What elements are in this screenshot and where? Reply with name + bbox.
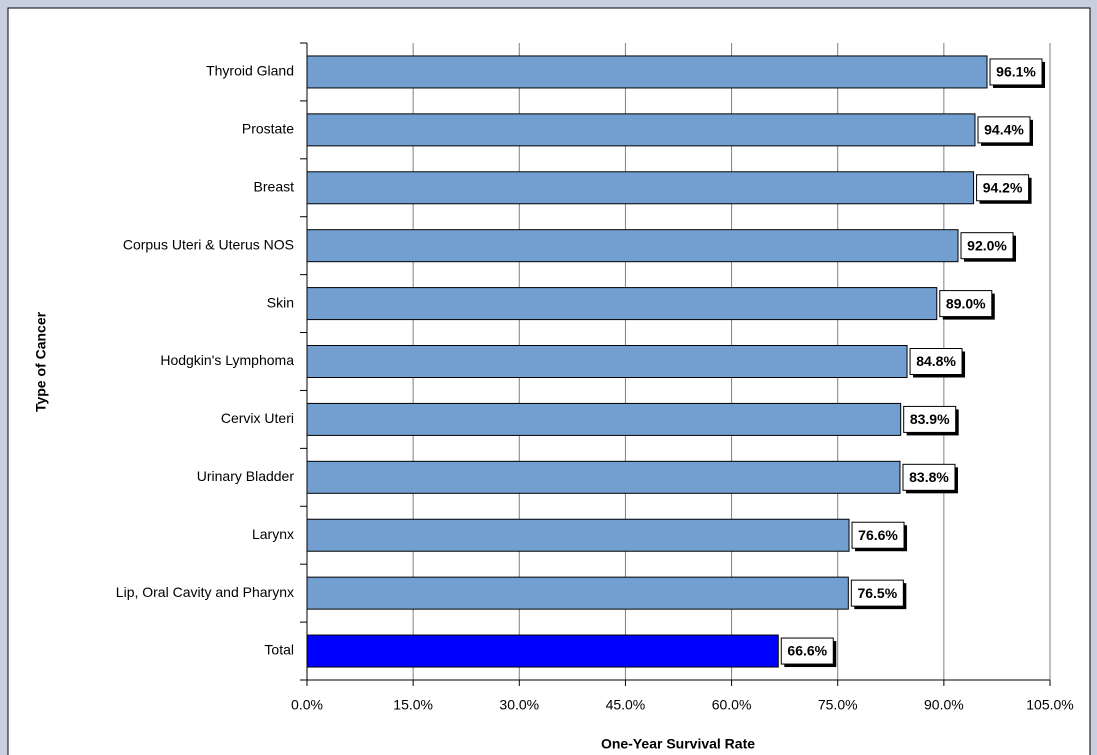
bar (306, 518, 850, 552)
bar (306, 402, 902, 436)
y-tick-label: Prostate (242, 121, 294, 137)
data-label: 84.8% (916, 353, 956, 369)
data-label: 89.0% (946, 295, 986, 311)
bar (306, 55, 988, 89)
y-tick-label: Lip, Oral Cavity and Pharynx (116, 584, 294, 600)
bar (306, 113, 976, 147)
data-label: 83.9% (910, 411, 950, 427)
bar (306, 460, 901, 494)
bar (306, 345, 908, 378)
x-tick-label: 105.0% (1026, 697, 1073, 713)
y-tick-label: Corpus Uteri & Uterus NOS (123, 236, 294, 252)
x-tick-label: 15.0% (393, 697, 433, 713)
data-label-box (909, 348, 963, 375)
x-tick-label: 30.0% (499, 697, 539, 713)
data-label-box (851, 521, 905, 549)
x-tick-label: 90.0% (924, 697, 964, 713)
data-label: 92.0% (967, 237, 1007, 253)
data-label: 76.6% (858, 527, 898, 543)
data-label-box (976, 174, 1030, 202)
y-axis-label: Type of Cancer (33, 311, 49, 412)
bar (306, 171, 975, 205)
data-label-box (939, 290, 993, 318)
y-tick-label: Skin (267, 294, 294, 310)
x-axis-label: One-Year Survival Rate (601, 736, 755, 752)
data-label-box (989, 58, 1043, 86)
bar (306, 634, 779, 668)
y-tick-label: Larynx (252, 526, 294, 542)
y-tick-label: Total (264, 642, 294, 658)
bar (306, 229, 959, 263)
data-label: 94.2% (983, 179, 1023, 195)
bar (306, 576, 849, 610)
data-label-box (977, 116, 1031, 144)
bar (306, 287, 938, 321)
x-tick-label: 0.0% (291, 697, 323, 713)
y-tick-label: Thyroid Gland (206, 63, 294, 79)
data-label: 66.6% (787, 643, 827, 659)
x-tick-label: 75.0% (818, 697, 858, 713)
data-label: 83.8% (909, 469, 949, 485)
data-label-box (780, 637, 834, 665)
y-tick-label: Hodgkin's Lymphoma (160, 352, 294, 368)
data-label: 96.1% (996, 64, 1036, 80)
data-label-box (902, 463, 956, 491)
data-label-box (903, 405, 957, 433)
y-tick-label: Urinary Bladder (197, 468, 295, 484)
data-label: 76.5% (857, 585, 897, 601)
y-tick-label: Cervix Uteri (221, 410, 294, 426)
x-tick-label: 60.0% (712, 697, 752, 713)
data-label-box (850, 579, 904, 607)
data-label-box (960, 232, 1014, 260)
data-label: 94.4% (984, 122, 1024, 138)
y-tick-label: Breast (254, 178, 295, 194)
x-tick-label: 45.0% (606, 697, 646, 713)
